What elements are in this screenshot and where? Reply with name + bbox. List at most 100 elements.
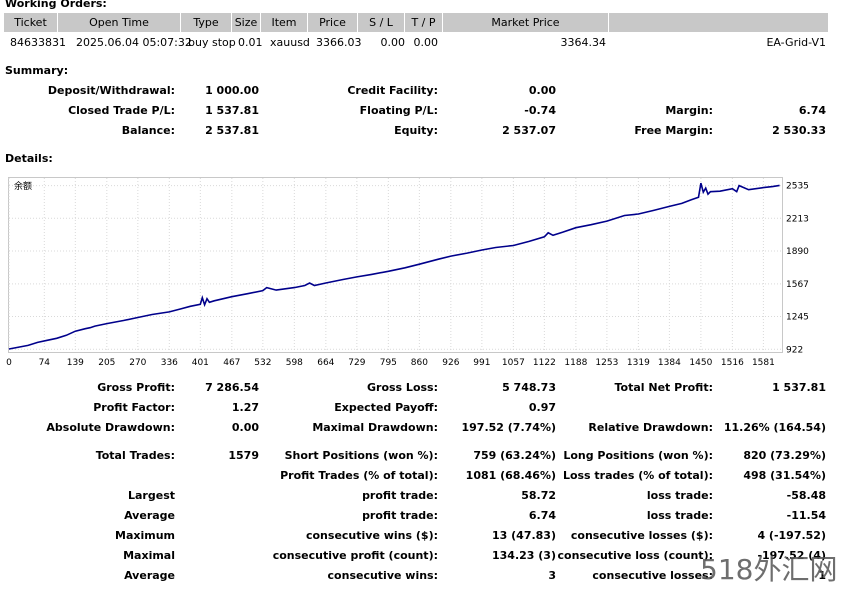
profit-trades-label: Profit Trades (% of total): <box>280 469 438 482</box>
closed-pl-label: Closed Trade P/L: <box>68 104 175 117</box>
long-positions-label: Long Positions (won %): <box>563 449 713 462</box>
credit-label: Credit Facility: <box>347 84 438 97</box>
relative-drawdown-value: 11.26% (164.54) <box>723 421 826 434</box>
maximal-drawdown-value: 197.52 (7.74%) <box>461 421 557 434</box>
largest-loss-label: loss trade: <box>646 489 713 502</box>
average-loss-value: -11.54 <box>786 509 826 522</box>
largest-label: Largest <box>128 489 175 502</box>
equity-value: 2 537.07 <box>502 124 556 137</box>
order-comment: EA-Grid-V1 <box>766 36 826 49</box>
avg-consecutive-wins-label: consecutive wins: <box>327 569 438 582</box>
margin-label: Margin: <box>665 104 713 117</box>
x-tick-label: 0 <box>6 358 12 368</box>
working-orders-title: Working Orders: <box>5 0 107 10</box>
avg-consecutive-wins-value: 3 <box>548 569 556 582</box>
maximal-drawdown-label: Maximal Drawdown: <box>312 421 438 434</box>
col-ticket[interactable]: Ticket <box>4 13 58 32</box>
x-tick-label: 1057 <box>502 358 525 368</box>
short-positions-value: 759 (63.24%) <box>473 449 556 462</box>
y-tick-label: 2213 <box>786 214 809 224</box>
order-size: 0.01 <box>238 36 263 49</box>
x-tick-label: 1319 <box>627 358 650 368</box>
floating-pl-label: Floating P/L: <box>359 104 438 117</box>
equity-label: Equity: <box>394 124 438 137</box>
free-margin-value: 2 530.33 <box>772 124 826 137</box>
col-size[interactable]: Size <box>232 13 261 32</box>
col-item[interactable]: Item <box>261 13 308 32</box>
floating-pl-value: -0.74 <box>524 104 556 117</box>
total-trades-label: Total Trades: <box>95 449 175 462</box>
average-profit-value: 6.74 <box>528 509 556 522</box>
max-consecutive-wins-value: 13 (47.83) <box>492 529 556 542</box>
x-tick-label: 795 <box>380 358 397 368</box>
largest-profit-label: profit trade: <box>362 489 438 502</box>
x-tick-label: 1122 <box>533 358 556 368</box>
relative-drawdown-label: Relative Drawdown: <box>588 421 713 434</box>
order-price: 3366.03 <box>316 36 362 49</box>
loss-trades-label: Loss trades (% of total): <box>562 469 713 482</box>
order-ticket: 84633831 <box>10 36 66 49</box>
maximal-label: Maximal <box>123 549 175 562</box>
largest-loss-value: -58.48 <box>786 489 826 502</box>
balance-value: 2 537.81 <box>205 124 259 137</box>
closed-pl-value: 1 537.81 <box>205 104 259 117</box>
profit-trades-value: 1081 (68.46%) <box>465 469 556 482</box>
profit-factor-label: Profit Factor: <box>93 401 175 414</box>
free-margin-label: Free Margin: <box>634 124 713 137</box>
gross-loss-label: Gross Loss: <box>367 381 438 394</box>
x-tick-label: 1450 <box>689 358 712 368</box>
maximal-consecutive-loss-value: -197.52 (4) <box>757 549 826 562</box>
x-tick-label: 336 <box>161 358 178 368</box>
x-tick-label: 270 <box>129 358 146 368</box>
loss-trades-value: 498 (31.54%) <box>743 469 826 482</box>
order-sl: 0.00 <box>380 36 406 49</box>
max-consecutive-losses-value: 4 (-197.52) <box>757 529 826 542</box>
col-price[interactable]: Price <box>308 13 358 32</box>
summary-title: Summary: <box>5 64 69 77</box>
watermark: 518外汇网 <box>700 553 838 586</box>
chart-grid <box>8 178 782 352</box>
order-open-time: 2025.06.04 05:07:32 <box>76 36 192 49</box>
max-consecutive-wins-label: consecutive wins ($): <box>305 529 438 542</box>
col-comment[interactable] <box>609 13 829 32</box>
gross-loss-value: 5 748.73 <box>502 381 556 394</box>
maximum-label: Maximum <box>115 529 175 542</box>
y-tick-label: 1245 <box>786 312 809 322</box>
details-title: Details: <box>5 152 53 165</box>
col-open-time[interactable]: Open Time <box>58 13 181 32</box>
y-tick-label: 2535 <box>786 182 809 192</box>
avg-consecutive-losses-value: 1 <box>818 569 826 582</box>
average-consecutive-label: Average <box>124 569 175 582</box>
col-market-price[interactable]: Market Price <box>443 13 609 32</box>
balance-series-line <box>8 182 780 350</box>
x-tick-label: 467 <box>223 358 240 368</box>
y-tick-label: 922 <box>786 345 803 355</box>
gross-profit-value: 7 286.54 <box>205 381 259 394</box>
absolute-drawdown-value: 0.00 <box>231 421 259 434</box>
chart-legend: 余额 <box>14 180 32 192</box>
deposit-value: 1 000.00 <box>205 84 259 97</box>
x-tick-label: 1384 <box>658 358 681 368</box>
col-type[interactable]: Type <box>181 13 232 32</box>
expected-payoff-label: Expected Payoff: <box>334 401 438 414</box>
x-tick-label: 532 <box>254 358 271 368</box>
x-tick-label: 926 <box>442 358 459 368</box>
x-tick-label: 401 <box>192 358 209 368</box>
profit-factor-value: 1.27 <box>231 401 259 414</box>
max-consecutive-losses-label: consecutive losses ($): <box>570 529 713 542</box>
y-tick-label: 1890 <box>786 247 809 257</box>
expected-payoff-value: 0.97 <box>528 401 556 414</box>
x-tick-label: 1581 <box>752 358 775 368</box>
total-trades-value: 1579 <box>228 449 259 462</box>
short-positions-label: Short Positions (won %): <box>284 449 438 462</box>
col-sl[interactable]: S / L <box>358 13 405 32</box>
x-tick-label: 991 <box>473 358 490 368</box>
order-item: xauusd <box>270 36 310 49</box>
x-tick-label: 664 <box>317 358 334 368</box>
average-label: Average <box>124 509 175 522</box>
col-tp[interactable]: T / P <box>405 13 443 32</box>
x-tick-label: 1516 <box>721 358 744 368</box>
order-market-price: 3364.34 <box>560 36 607 49</box>
x-tick-label: 860 <box>411 358 428 368</box>
